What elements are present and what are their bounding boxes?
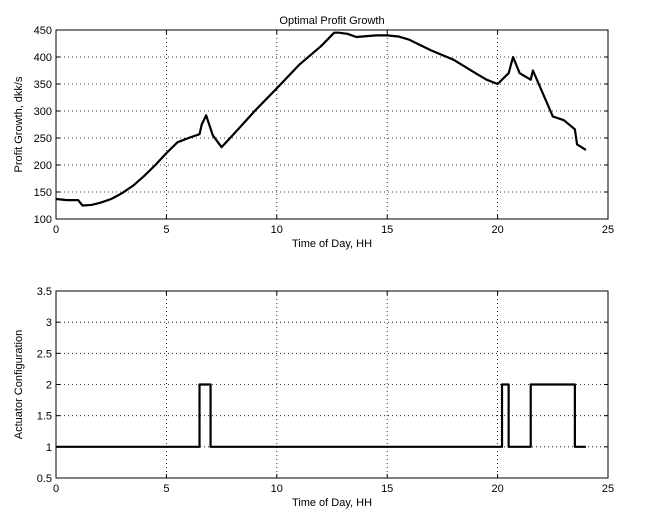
chart1-ytick-label: 250 [34,133,52,145]
chart1-ytick-label: 300 [34,106,52,118]
chart2-xtick-label: 15 [381,483,393,495]
chart1-xlabel: Time of Day, HH [292,238,372,250]
chart1-series-line [55,31,587,207]
chart2-axes-frame [55,290,609,479]
chart2-xlabel: Time of Day, HH [292,497,372,509]
chart1-ytick-label: 350 [34,79,52,91]
chart1-title: Optimal Profit Growth [279,15,384,27]
chart2-ytick-label: 2.5 [37,348,52,360]
chart1-axes-frame [55,29,609,220]
chart2-xtick-label: 0 [53,483,59,495]
chart1-xtick-label: 20 [491,224,503,236]
chart1-xtick-label: 15 [381,224,393,236]
chart1-ytick-label: 200 [34,160,52,172]
chart2-xtick-label: 5 [163,483,169,495]
chart2-ytick-label: 3 [46,317,52,329]
chart1-ytick-label: 100 [34,214,52,226]
chart1-ytick-label: 400 [34,52,52,64]
chart2-ytick-label: 2 [46,380,52,392]
chart2: 0 5 10 15 20 25 0.5 1 1.5 2 2.5 3 3.5 Time of Day, HH… [13,286,614,509]
chart1-xtick-label: 25 [602,224,614,236]
chart1-ytick-label: 450 [34,25,52,37]
chart2-ytick-label: 1.5 [37,411,52,423]
chart2-xtick-label: 10 [271,483,283,495]
chart2-xtick-label: 25 [602,483,614,495]
chart1-xtick-label: 5 [163,224,169,236]
chart2-ytick-label: 3.5 [37,286,52,298]
chart1-xtick-label: 0 [53,224,59,236]
chart1-ylabel: Profit Growth, dkk/s [13,76,25,172]
chart2-series-line [56,383,586,448]
chart2-ylabel: Actuator Configuration [13,330,25,439]
chart2-ytick-label: 1 [46,442,52,454]
chart1-ytick-label: 150 [34,187,52,199]
chart1: 0 5 10 15 20 25 100 150 200 250 300 350 400 450 Optima… [13,15,614,250]
chart1-xtick-label: 10 [271,224,283,236]
chart2-ytick-label: 0.5 [37,473,52,485]
chart2-xtick-label: 20 [491,483,503,495]
